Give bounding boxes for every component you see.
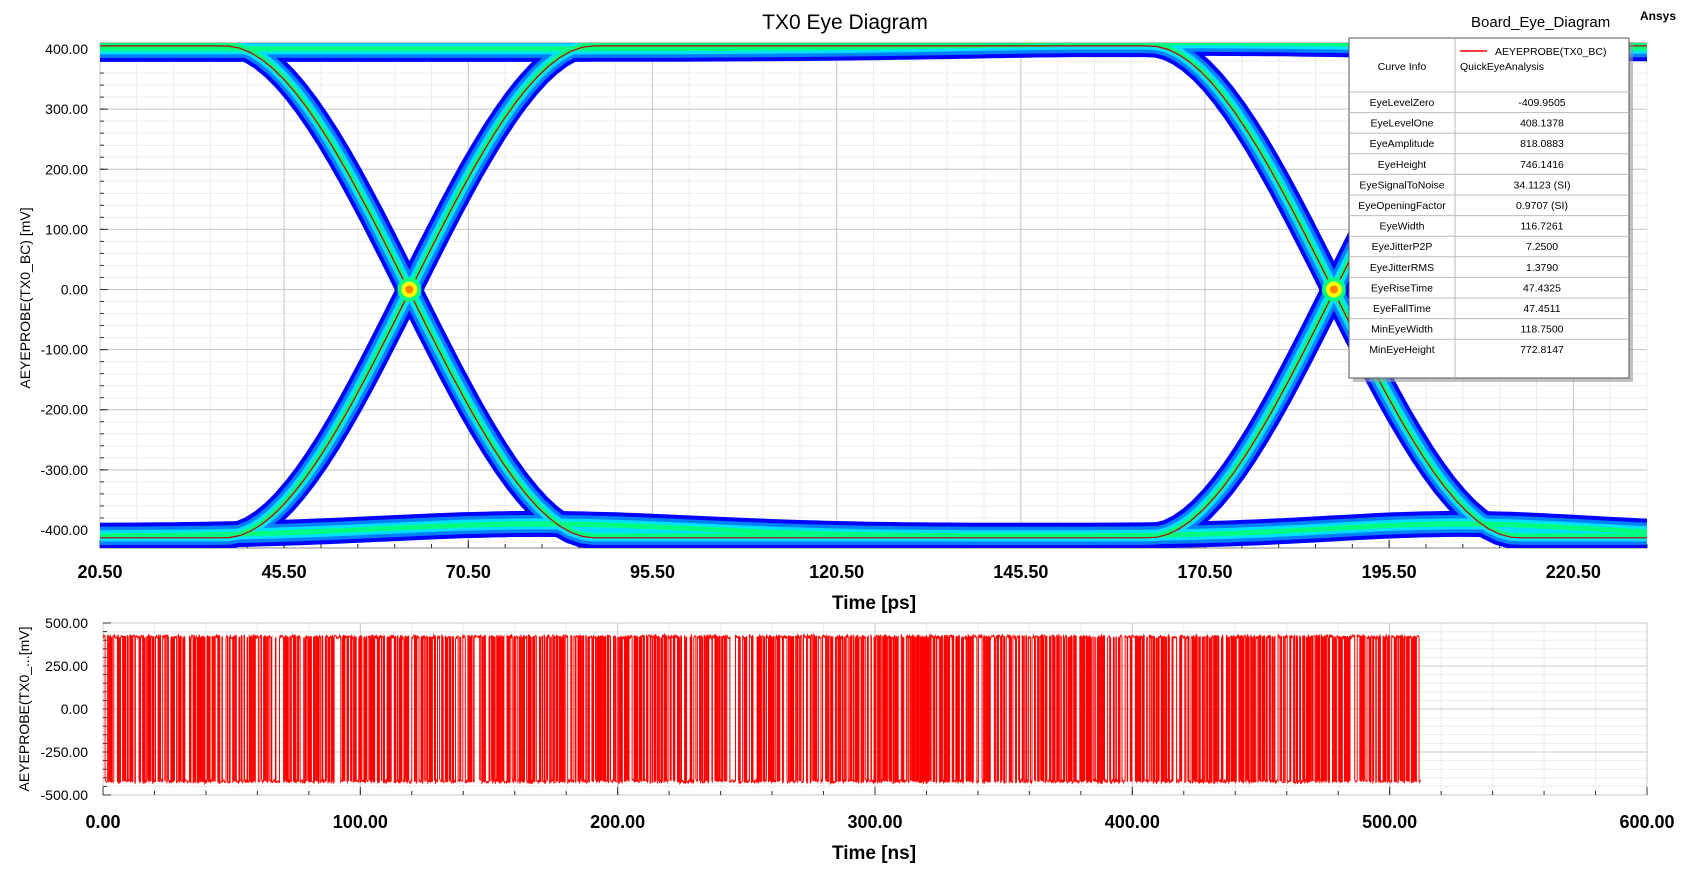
waveform-x-tick-label: 200.00 bbox=[590, 812, 645, 832]
curve-info-metric-name: EyeOpeningFactor bbox=[1358, 200, 1446, 212]
curve-info-metric-name: EyeJitterRMS bbox=[1370, 262, 1434, 274]
waveform-plot: 0.00 100.00 200.00 300.00 400.00 500.00 600.00… bbox=[16, 615, 1675, 864]
waveform-x-tick-label: 100.00 bbox=[333, 812, 388, 832]
curve-info-metric-name: EyeRiseTime bbox=[1371, 282, 1433, 294]
eye-crossing-center bbox=[1329, 285, 1338, 294]
eye-y-tick-label: 400.00 bbox=[45, 41, 88, 57]
waveform-x-tick-label: 500.00 bbox=[1362, 812, 1417, 832]
eye-x-tick-label: 220.50 bbox=[1546, 562, 1601, 582]
waveform-trace bbox=[103, 632, 1421, 786]
waveform-x-tick-label: 300.00 bbox=[847, 812, 902, 832]
eye-x-tick-label: 170.50 bbox=[1177, 562, 1232, 582]
eye-x-axis-label: Time [ps] bbox=[832, 593, 916, 614]
eye-y-tick-label: 300.00 bbox=[45, 101, 88, 117]
curve-info-metric-value: 818.0883 bbox=[1520, 138, 1564, 150]
waveform-y-tick-labels: 500.00 250.00 0.00 -250.00 -500.00 bbox=[41, 615, 89, 803]
curve-info-metric-name: EyeWidth bbox=[1380, 221, 1425, 233]
plot-name: Board_Eye_Diagram bbox=[1471, 14, 1610, 31]
curve-info-metric-value: 746.1416 bbox=[1520, 159, 1564, 171]
eye-y-tick-label: -200.00 bbox=[41, 402, 89, 418]
eye-y-tick-label: -300.00 bbox=[41, 462, 89, 478]
curve-info-metric-value: 118.7500 bbox=[1520, 324, 1563, 336]
eye-y-tick-label: 200.00 bbox=[45, 161, 88, 177]
waveform-y-tick-label: 250.00 bbox=[45, 658, 88, 674]
curve-info-metric-name: EyeAmplitude bbox=[1370, 138, 1435, 150]
curve-info-metric-value: 408.1378 bbox=[1520, 118, 1564, 130]
curve-info-rows: EyeLevelZero -409.9505 EyeLevelOne 408.1378… bbox=[1349, 97, 1629, 356]
waveform-y-axis-label: AEYEPROBE(TX0_...[mV] bbox=[16, 627, 32, 792]
eye-x-tick-label: 195.50 bbox=[1362, 562, 1417, 582]
curve-info-metric-value: 34.1123 (SI) bbox=[1513, 179, 1570, 191]
eye-x-tick-label: 145.50 bbox=[993, 562, 1048, 582]
curve-info-metric-value: 0.9707 (SI) bbox=[1516, 200, 1568, 212]
waveform-x-tick-label: 600.00 bbox=[1619, 812, 1674, 832]
eye-x-tick-labels: 20.50 45.50 70.50 95.50 120.50 145.50 170.50 19… bbox=[77, 562, 1600, 582]
eye-x-tick-label: 120.50 bbox=[809, 562, 864, 582]
curve-info-metric-value: 7.2500 bbox=[1526, 241, 1558, 253]
curve-info-metric-name: EyeLevelOne bbox=[1370, 118, 1433, 130]
curve-info-metric-name: EyeSignalToNoise bbox=[1359, 179, 1444, 191]
curve-info-panel[interactable]: Curve Info AEYEPROBE(TX0_BC) QuickEyeAna… bbox=[1348, 37, 1633, 382]
eye-trace bbox=[100, 521, 1647, 539]
eye-trace-edge bbox=[100, 45, 1647, 539]
waveform-x-axis-label: Time [ns] bbox=[832, 843, 916, 864]
eye-y-tick-label: 0.00 bbox=[61, 281, 88, 297]
eye-y-tick-label: -400.00 bbox=[41, 522, 89, 538]
curve-info-metric-name: EyeFallTime bbox=[1373, 303, 1431, 315]
curve-info-metric-value: 47.4511 bbox=[1523, 303, 1560, 315]
eye-x-tick-label: 95.50 bbox=[630, 562, 675, 582]
eye-x-tick-label: 70.50 bbox=[446, 562, 491, 582]
eye-x-tick-label: 20.50 bbox=[77, 562, 122, 582]
curve-source: QuickEyeAnalysis bbox=[1460, 61, 1544, 73]
curve-info-metric-value: -409.9505 bbox=[1518, 97, 1565, 109]
curve-info-metric-value: 116.7261 bbox=[1520, 221, 1563, 233]
curve-info-metric-name: EyeLevelZero bbox=[1370, 97, 1435, 109]
eye-y-tick-label: -100.00 bbox=[41, 342, 89, 358]
curve-info-metric-name: MinEyeWidth bbox=[1371, 324, 1433, 336]
eye-trace bbox=[100, 43, 1647, 539]
eye-y-tick-label: 100.00 bbox=[45, 221, 88, 237]
eye-y-axis-label: AEYEPROBE(TX0_BC) [mV] bbox=[17, 207, 33, 388]
waveform-y-tick-label: -250.00 bbox=[41, 744, 89, 760]
curve-info-metric-value: 772.8147 bbox=[1520, 344, 1564, 356]
waveform-series-line bbox=[103, 632, 1421, 786]
chart-title: TX0 Eye Diagram bbox=[762, 11, 928, 34]
curve-info-metric-value: 47.4325 bbox=[1523, 282, 1561, 294]
curve-info-header: Curve Info bbox=[1378, 61, 1427, 73]
eye-y-tick-labels: 400.00 300.00 200.00 100.00 0.00 -100.00 -200.… bbox=[41, 41, 89, 538]
curve-info-box bbox=[1348, 37, 1630, 379]
curve-info-metric-name: EyeHeight bbox=[1378, 159, 1427, 171]
eye-crossing-center bbox=[405, 285, 414, 294]
curve-name: AEYEPROBE(TX0_BC) bbox=[1495, 46, 1606, 58]
curve-info-metric-value: 1.3790 bbox=[1526, 262, 1558, 274]
waveform-y-tick-label: -500.00 bbox=[41, 787, 89, 803]
brand-logo: Ansys bbox=[1640, 9, 1676, 23]
waveform-x-tick-label: 400.00 bbox=[1105, 812, 1160, 832]
eye-x-tick-label: 45.50 bbox=[262, 562, 307, 582]
waveform-x-tick-label: 0.00 bbox=[85, 812, 120, 832]
waveform-y-tick-label: 500.00 bbox=[45, 615, 88, 631]
curve-info-metric-name: EyeJitterP2P bbox=[1372, 241, 1433, 253]
waveform-x-tick-labels: 0.00 100.00 200.00 300.00 400.00 500.00 600.00 bbox=[85, 812, 1674, 832]
waveform-y-tick-label: 0.00 bbox=[61, 701, 88, 717]
curve-info-metric-name: MinEyeHeight bbox=[1369, 344, 1434, 356]
